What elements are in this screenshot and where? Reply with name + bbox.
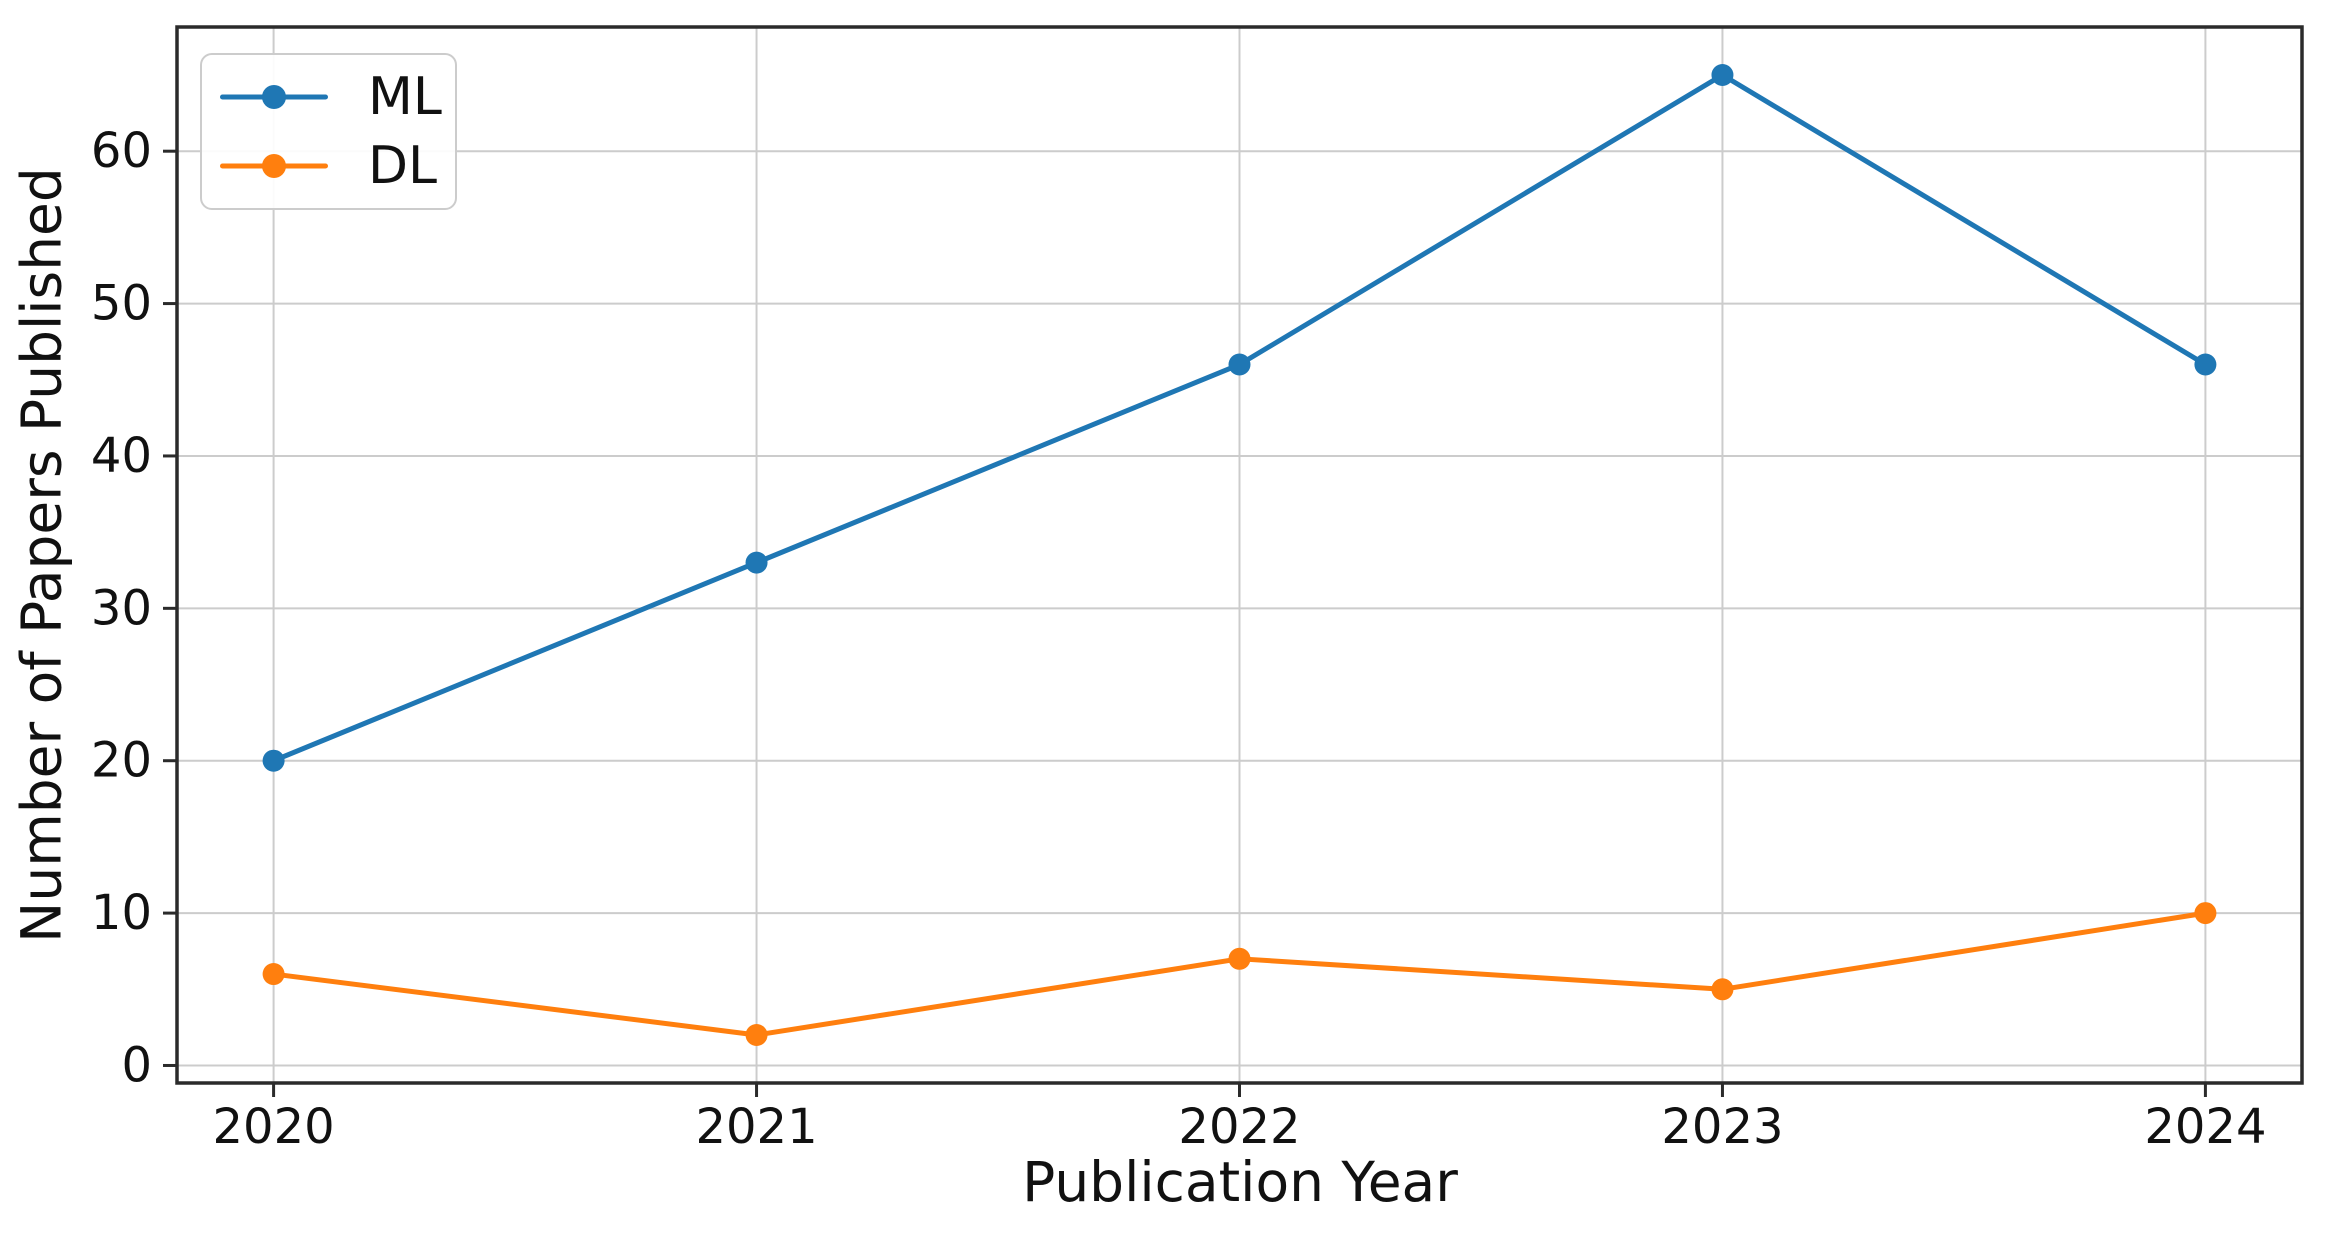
y-axis-title: Number of Papers Published — [9, 167, 74, 943]
data-point-dl-2024 — [2194, 902, 2217, 925]
data-point-ml-2024 — [2194, 353, 2217, 376]
legend-item-ml: ML — [202, 71, 455, 123]
x-axis-title: Publication Year — [1022, 1150, 1458, 1214]
y-tick-label-30: 30 — [91, 580, 152, 636]
legend: ML DL — [200, 53, 457, 210]
legend-item-dl: DL — [202, 140, 455, 192]
x-tick-label-2021: 2021 — [695, 1099, 817, 1155]
legend-label-dl: DL — [368, 135, 438, 196]
data-point-dl-2023 — [1711, 978, 1734, 1001]
y-tick-label-20: 20 — [91, 733, 152, 789]
data-point-ml-2020 — [262, 749, 285, 772]
x-tick-label-2020: 2020 — [213, 1099, 335, 1155]
y-tick-label-10: 10 — [91, 885, 152, 941]
y-tick-label-40: 40 — [91, 428, 152, 484]
x-tick-label-2023: 2023 — [1661, 1099, 1783, 1155]
data-point-dl-2021 — [745, 1024, 768, 1046]
y-tick-label-0: 0 — [121, 1037, 152, 1093]
data-point-dl-2022 — [1228, 947, 1251, 970]
data-point-ml-2021 — [745, 551, 768, 574]
data-point-ml-2022 — [1228, 353, 1251, 376]
legend-label-ml: ML — [368, 67, 442, 128]
dl-line-sample-icon — [220, 153, 328, 178]
y-tick-label-50: 50 — [91, 276, 152, 332]
x-tick-label-2024: 2024 — [2144, 1099, 2266, 1155]
data-point-dl-2020 — [262, 963, 285, 986]
ml-line-sample-icon — [220, 85, 328, 110]
x-tick-label-2022: 2022 — [1178, 1099, 1300, 1155]
data-point-ml-2023 — [1711, 64, 1734, 86]
y-tick-label-60: 60 — [91, 123, 152, 179]
